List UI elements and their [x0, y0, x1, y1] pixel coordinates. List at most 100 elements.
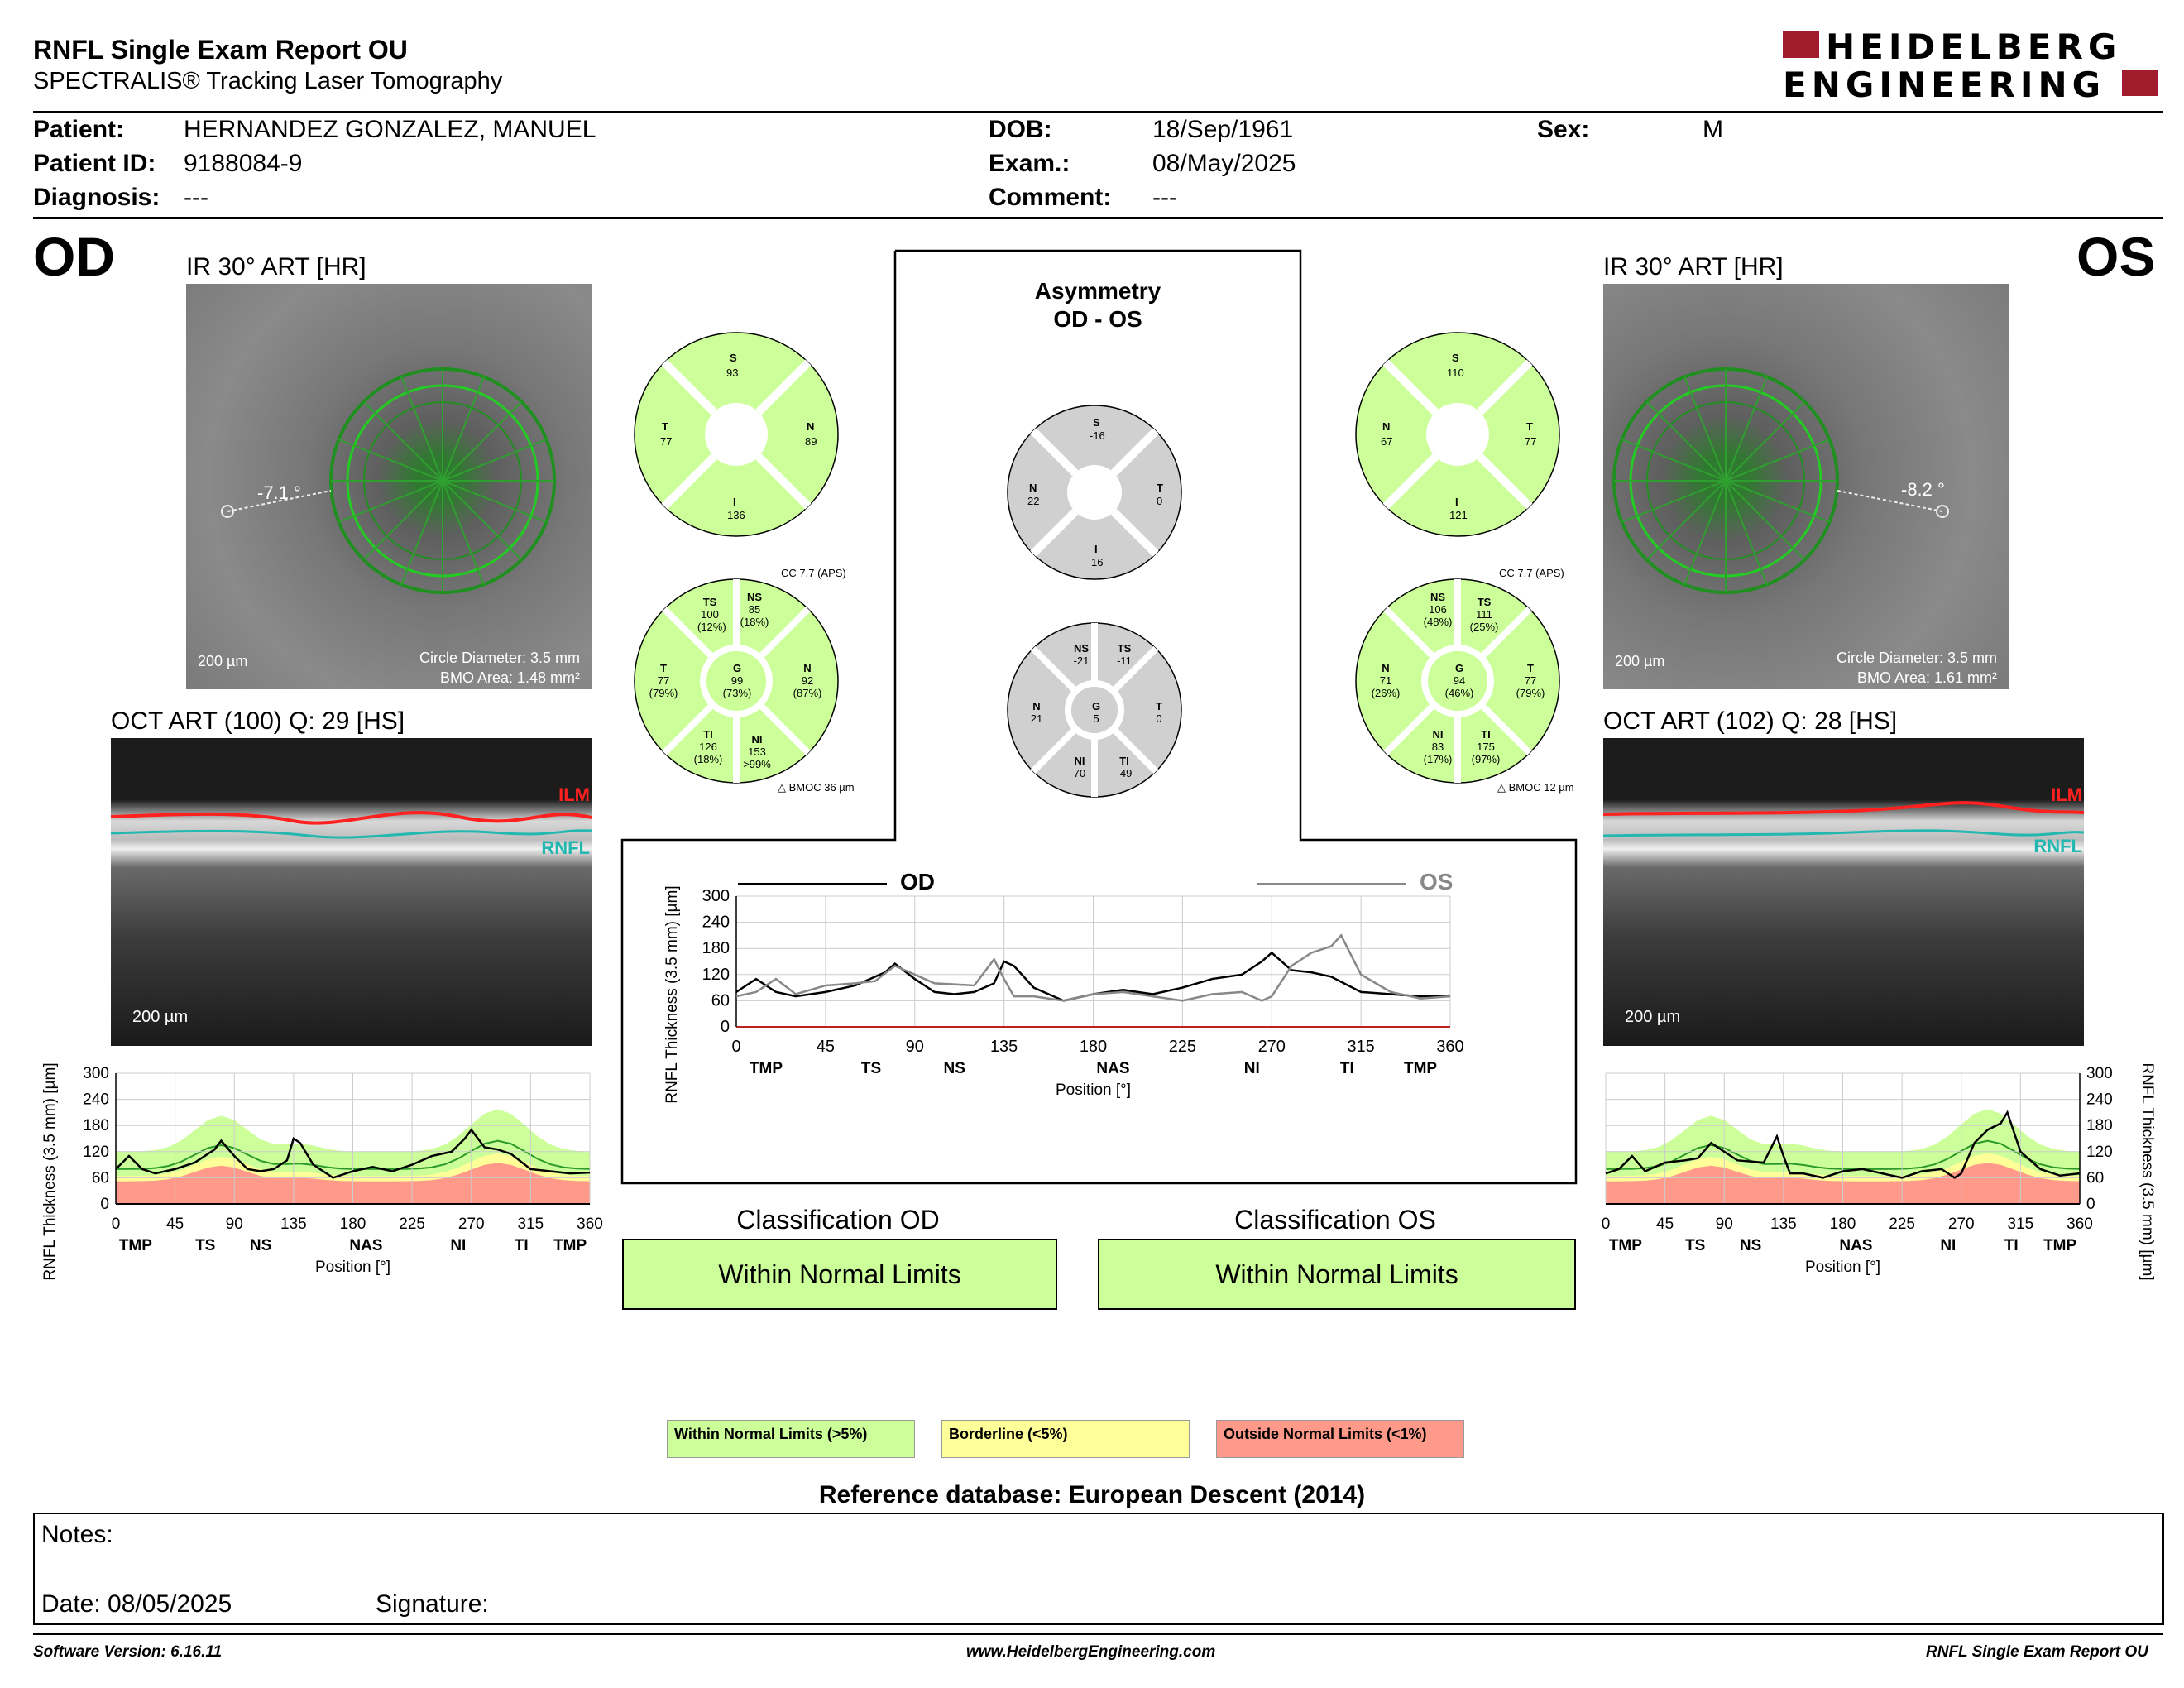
sector-label: TMP — [2043, 1237, 2076, 1254]
y-tick-label: 120 — [2086, 1144, 2113, 1161]
os-angle: -8.2 ° — [1901, 479, 1945, 500]
sector-label: NS — [1740, 1237, 1761, 1254]
sector-label: TI — [515, 1237, 529, 1254]
legend-onl: Outside Normal Limits (<1%) — [1216, 1420, 1464, 1458]
asym-quad-s: -16 — [1090, 429, 1105, 442]
sector-label: NI — [1940, 1237, 1956, 1254]
y-tick-label: 0 — [2086, 1196, 2095, 1213]
os-sect-ts: TS 111 (25%) — [1469, 596, 1499, 633]
x-tick-label: 45 — [166, 1216, 184, 1233]
y-tick-label: 240 — [702, 914, 730, 932]
asym-sect-ti: TI -49 — [1116, 755, 1133, 779]
os-eye-label: OS — [2076, 226, 2156, 287]
os-oct-caption: OCT ART (102) Q: 28 [HS] — [1603, 707, 1898, 735]
sector-label: NI — [1244, 1060, 1260, 1077]
od-quad-s: 93 — [726, 367, 739, 379]
y-tick-label: 0 — [100, 1196, 109, 1213]
os-quad-s-label: S — [1452, 352, 1459, 364]
asym-quad-n-label: N — [1029, 482, 1037, 494]
patient-value: HERNANDEZ GONZALEZ, MANUEL — [184, 116, 596, 143]
os-quad-s: 110 — [1447, 367, 1464, 379]
os-ilm-label: ILM — [2051, 784, 2082, 805]
x-tick-label: 135 — [990, 1038, 1018, 1056]
os-quad-t: 77 — [1525, 435, 1537, 448]
y-tick-label: 60 — [711, 991, 730, 1009]
os-oct-scale: 200 µm — [1625, 1008, 1681, 1026]
legend-wnl: Within Normal Limits (>5%) — [667, 1420, 915, 1458]
os-quad-i: 121 — [1449, 509, 1468, 521]
report-title: RNFL Single Exam Report OU — [33, 35, 408, 65]
asym-quad-t-label: T — [1157, 482, 1163, 494]
os-bmo-area: BMO Area: 1.61 mm² — [1856, 669, 1997, 686]
x-tick-label: 180 — [1830, 1216, 1856, 1233]
y-tick-label: 60 — [92, 1169, 109, 1187]
disc-charts — [634, 332, 1560, 798]
asym-sect-n: N 21 — [1030, 700, 1043, 725]
od-circle-diameter: Circle Diameter: 3.5 mm — [419, 650, 580, 666]
x-axis-title: Position [°] — [1056, 1081, 1131, 1099]
y-tick-label: 180 — [702, 939, 730, 957]
logo-line1: HEIDELBERG — [1826, 26, 2122, 67]
y-tick-label: 120 — [702, 966, 730, 984]
x-tick-label: 360 — [2067, 1216, 2093, 1233]
software-version: Software Version: 6.16.11 — [33, 1643, 223, 1661]
y-axis-title: RNFL Thickness (3.5 mm) [µm] — [41, 1062, 59, 1280]
x-tick-label: 135 — [1770, 1216, 1797, 1233]
signature-label: Signature: — [376, 1590, 489, 1618]
exam-value: 08/May/2025 — [1152, 150, 1296, 177]
y-tick-label: 180 — [2086, 1117, 2113, 1134]
x-tick-label: 360 — [577, 1216, 603, 1233]
od-sect-ni: NI 153 >99% — [743, 733, 771, 770]
os-scale-bar: 200 µm — [1615, 653, 1665, 669]
os-fundus-image: -8.2 ° 200 µm Circle Diameter: 3.5 mm BM… — [1603, 284, 2009, 689]
x-tick-label: 270 — [458, 1216, 485, 1233]
od-ir-caption: IR 30° ART [HR] — [186, 253, 366, 281]
y-tick-label: 300 — [2086, 1065, 2113, 1082]
sector-label: TMP — [119, 1237, 152, 1254]
os-cc: CC 7.7 (APS) — [1499, 567, 1564, 579]
notes-box: Notes: Date: 08/05/2025 Signature: — [33, 1513, 2164, 1625]
x-tick-label: 315 — [2008, 1216, 2034, 1233]
os-quad-n-label: N — [1382, 420, 1391, 433]
y-tick-label: 240 — [83, 1091, 109, 1109]
x-tick-label: 225 — [399, 1216, 425, 1233]
sector-label: TMP — [1609, 1237, 1642, 1254]
classification-os-box: Within Normal Limits — [1098, 1239, 1576, 1310]
x-tick-label: 0 — [112, 1216, 121, 1233]
legend-borderline: Borderline (<5%) — [941, 1420, 1190, 1458]
sector-label: TS — [1685, 1237, 1705, 1254]
diagnosis-value: --- — [184, 184, 208, 211]
sector-label: TS — [861, 1060, 881, 1077]
asym-quad-i: 16 — [1091, 556, 1104, 568]
od-legend-line — [738, 883, 887, 885]
sector-label: TMP — [553, 1237, 587, 1254]
x-tick-label: 360 — [1436, 1038, 1463, 1056]
logo-line2: ENGINEERING — [1783, 65, 2106, 105]
od-angle: -7.1 ° — [257, 482, 301, 503]
od-sect-ti: TI 126 (18%) — [693, 728, 723, 765]
x-tick-label: 270 — [1258, 1038, 1286, 1056]
series-line-os — [1605, 1110, 2081, 1179]
asymmetry-title: Asymmetry — [1034, 278, 1161, 304]
od-sect-g: G 99 (73%) — [722, 662, 752, 699]
website-link[interactable]: www.HeidelbergEngineering.com — [966, 1643, 1216, 1661]
od-quad-i: 136 — [727, 509, 745, 521]
x-tick-label: 0 — [1602, 1216, 1611, 1233]
x-tick-label: 90 — [226, 1216, 243, 1233]
classification-od-title: Classification OD — [736, 1205, 940, 1235]
od-quad-n: 89 — [805, 435, 817, 448]
patient-id-label: Patient ID: — [33, 150, 156, 177]
x-tick-label: 225 — [1169, 1038, 1196, 1056]
od-fundus-image: -7.1 ° 200 µm Circle Diameter: 3.5 mm BM… — [186, 284, 592, 689]
os-sect-ns: NS 106 (48%) — [1423, 591, 1453, 628]
y-tick-label: 300 — [83, 1065, 109, 1082]
x-tick-label: 270 — [1948, 1216, 1975, 1233]
os-sect-g: G 94 (46%) — [1444, 662, 1474, 699]
x-axis-title: Position [°] — [315, 1259, 390, 1276]
sector-label: NI — [450, 1237, 466, 1254]
od-ilm-label: ILM — [558, 784, 590, 805]
sector-label: TMP — [1404, 1060, 1437, 1077]
od-cc: CC 7.7 (APS) — [781, 567, 846, 579]
